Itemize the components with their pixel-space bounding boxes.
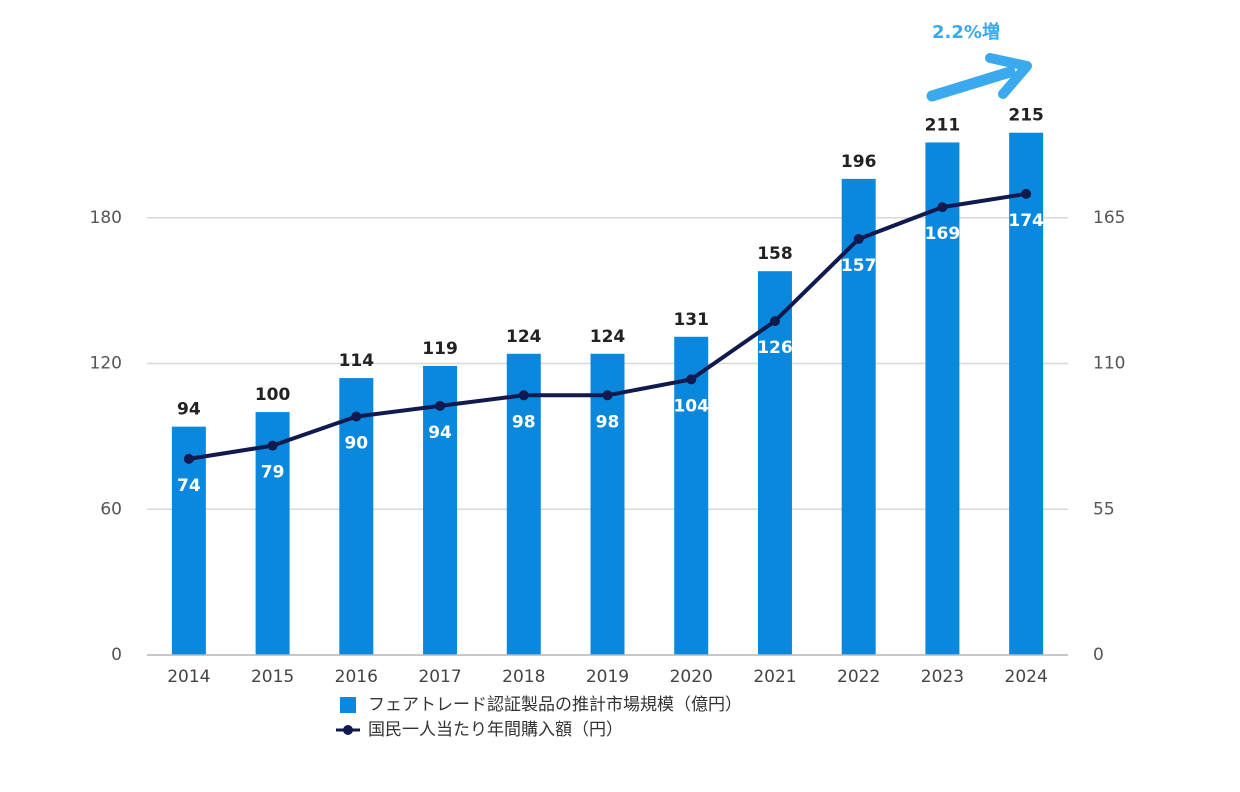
y-tick-label: 60 bbox=[100, 499, 122, 519]
line-value-label: 74 bbox=[177, 476, 201, 496]
x-tick-label: 2021 bbox=[753, 667, 796, 687]
bar-value-label: 124 bbox=[506, 327, 542, 347]
bar bbox=[423, 365, 458, 655]
line-value-label: 90 bbox=[344, 434, 368, 454]
x-tick-label: 2016 bbox=[335, 667, 378, 687]
line-point bbox=[937, 202, 948, 213]
legend-label: フェアトレード認証製品の推計市場規模（億円） bbox=[368, 695, 742, 715]
y-tick-label: 0 bbox=[111, 645, 122, 665]
line-point bbox=[769, 316, 780, 327]
bar-value-label: 100 bbox=[255, 385, 291, 405]
annotation-arrow bbox=[926, 66, 1016, 102]
line-point bbox=[602, 390, 613, 401]
bar-value-label: 119 bbox=[422, 339, 458, 359]
x-tick-label: 2017 bbox=[418, 667, 461, 687]
x-tick-label: 2014 bbox=[167, 667, 210, 687]
line-point bbox=[518, 390, 529, 401]
line-point bbox=[1021, 188, 1032, 199]
legend-swatch bbox=[343, 725, 353, 735]
bar-value-label: 131 bbox=[673, 310, 709, 330]
bar-value-label: 158 bbox=[757, 244, 793, 264]
line-value-label: 169 bbox=[925, 224, 961, 244]
y2-tick-label: 110 bbox=[1093, 354, 1125, 374]
line-point bbox=[183, 453, 194, 464]
x-tick-label: 2018 bbox=[502, 667, 545, 687]
line-point bbox=[351, 411, 362, 422]
bar-value-label: 196 bbox=[841, 152, 877, 172]
bar-value-label: 94 bbox=[177, 400, 201, 420]
y2-tick-label: 0 bbox=[1093, 645, 1104, 665]
bar-value-label: 215 bbox=[1008, 106, 1044, 126]
line-value-label: 79 bbox=[261, 463, 285, 483]
bar bbox=[506, 353, 541, 655]
legend-label: 国民一人当たり年間購入額（円） bbox=[368, 720, 623, 740]
y2-tick-label: 165 bbox=[1093, 208, 1125, 228]
annotation-arrowhead bbox=[985, 53, 1032, 99]
bar bbox=[1009, 132, 1044, 655]
bar bbox=[674, 336, 709, 655]
annotation: 2.2%増 bbox=[932, 21, 1000, 43]
bar-value-label: 114 bbox=[339, 351, 375, 371]
bar bbox=[255, 412, 290, 655]
line-point bbox=[435, 400, 446, 411]
x-tick-label: 2015 bbox=[251, 667, 294, 687]
bar bbox=[757, 271, 792, 655]
bar bbox=[925, 142, 960, 656]
line-value-label: 98 bbox=[596, 412, 620, 432]
bar bbox=[171, 426, 206, 655]
x-tick-label: 2020 bbox=[670, 667, 713, 687]
line-value-label: 174 bbox=[1008, 211, 1044, 231]
x-tick-label: 2019 bbox=[586, 667, 629, 687]
x-tick-label: 2022 bbox=[837, 667, 880, 687]
y2-tick-label: 55 bbox=[1093, 499, 1115, 519]
y-tick-label: 120 bbox=[90, 354, 122, 374]
x-tick-label: 2023 bbox=[921, 667, 964, 687]
line-value-label: 126 bbox=[757, 338, 793, 358]
line-point bbox=[267, 440, 278, 451]
legend-swatch bbox=[340, 697, 356, 713]
line-value-label: 104 bbox=[673, 396, 709, 416]
line-point bbox=[853, 233, 864, 244]
x-tick-label: 2024 bbox=[1005, 667, 1048, 687]
y-tick-label: 180 bbox=[90, 208, 122, 228]
line-value-label: 157 bbox=[841, 256, 877, 276]
bar bbox=[590, 353, 625, 655]
line-point bbox=[686, 374, 697, 385]
bar-value-label: 211 bbox=[925, 115, 961, 135]
bar-value-label: 124 bbox=[590, 327, 626, 347]
line-value-label: 98 bbox=[512, 412, 536, 432]
bar bbox=[841, 178, 876, 655]
line-value-label: 94 bbox=[428, 423, 452, 443]
bar bbox=[339, 378, 374, 655]
